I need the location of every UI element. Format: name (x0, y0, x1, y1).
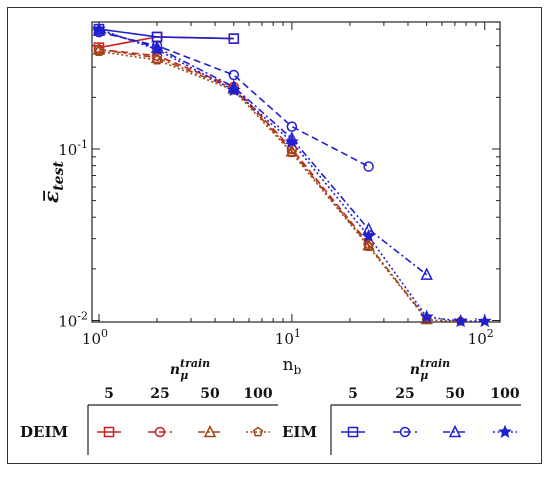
legend-group-label: DEIM (20, 423, 68, 441)
series-line (98, 48, 428, 320)
figure-frame (7, 7, 542, 464)
legend-marker (347, 426, 359, 438)
series-line (98, 48, 370, 245)
data-point (228, 69, 240, 81)
series-line (98, 29, 428, 276)
data-point (93, 46, 105, 56)
x-axis-label: nb (283, 355, 302, 377)
legend-column-label: 50 (445, 386, 465, 402)
legend-column-label: 100 (490, 386, 519, 402)
legend-marker (399, 426, 411, 438)
series-deim-50 (92, 42, 433, 325)
y-tick-label: 10-2 (58, 309, 88, 330)
y-axis-label: ε̅test (39, 161, 67, 203)
series-line (98, 50, 461, 322)
series-eim-5 (93, 23, 240, 44)
legend-column-label: 5 (348, 386, 358, 402)
legend-header-deim: ntrain μ (170, 357, 210, 382)
legend-column-label: 100 (243, 386, 272, 402)
series-eim-100 (92, 21, 492, 328)
data-point (419, 309, 434, 323)
data-point (92, 21, 106, 36)
legend-column-label: 25 (395, 386, 414, 402)
series-eim-25 (93, 26, 374, 172)
series-deim-25 (93, 44, 374, 250)
data-point (363, 241, 374, 251)
plot-frame (91, 21, 501, 323)
x-tick-label: 101 (275, 327, 301, 348)
legend-group-label: EIM (282, 423, 317, 441)
data-point (226, 83, 241, 97)
data-point (361, 228, 376, 243)
legend-column-label: 25 (150, 386, 169, 402)
data-point (363, 161, 374, 172)
data-point (228, 33, 240, 44)
legend-marker (498, 424, 512, 438)
legend-header-eim: ntrain μ (410, 357, 450, 382)
data-point (420, 267, 433, 280)
data-point (286, 121, 298, 132)
data-point (453, 313, 468, 328)
legend-column-label: 5 (104, 386, 114, 402)
series-eim-50 (92, 23, 433, 280)
data-point (284, 134, 299, 148)
legend-column-label: 50 (200, 386, 220, 402)
data-point (477, 313, 492, 328)
legend-marker (103, 426, 115, 438)
data-point (151, 54, 163, 65)
data-point (286, 147, 297, 158)
legend-marker (203, 424, 217, 438)
legend-marker (252, 426, 264, 437)
legend-marker (154, 426, 166, 438)
legend-marker (448, 424, 462, 438)
series-line (98, 28, 485, 323)
y-tick-label: 10-1 (58, 138, 88, 159)
series-line (98, 31, 369, 168)
x-tick-label: 102 (468, 327, 494, 348)
series-deim-100 (93, 46, 466, 326)
series-line (98, 28, 234, 40)
data-point (150, 42, 165, 56)
x-tick-label: 100 (82, 327, 108, 348)
